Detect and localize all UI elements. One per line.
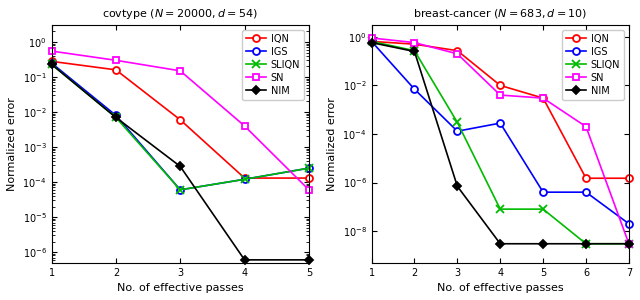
NIM bbox=[411, 50, 419, 53]
SLIQN bbox=[411, 49, 419, 52]
IGS bbox=[411, 87, 419, 91]
SN bbox=[305, 188, 313, 192]
NIM bbox=[112, 116, 120, 119]
Y-axis label: Normalized error: Normalized error bbox=[7, 97, 17, 191]
IGS bbox=[540, 190, 547, 194]
SLIQN bbox=[241, 178, 248, 181]
IQN bbox=[497, 84, 504, 87]
X-axis label: No. of effective passes: No. of effective passes bbox=[437, 283, 564, 293]
NIM bbox=[540, 242, 547, 245]
NIM bbox=[625, 242, 633, 245]
SLIQN bbox=[454, 121, 461, 124]
IQN bbox=[48, 59, 56, 63]
Legend: IQN, IGS, SLIQN, SN, NIM: IQN, IGS, SLIQN, SN, NIM bbox=[563, 30, 624, 100]
SN bbox=[540, 96, 547, 100]
IGS bbox=[241, 178, 248, 181]
SLIQN bbox=[177, 188, 184, 192]
Line: SN: SN bbox=[368, 34, 632, 247]
NIM bbox=[454, 184, 461, 188]
IQN bbox=[241, 176, 248, 180]
SLIQN bbox=[497, 207, 504, 211]
NIM bbox=[368, 41, 376, 44]
SLIQN bbox=[305, 166, 313, 170]
SN bbox=[582, 125, 590, 128]
Line: SLIQN: SLIQN bbox=[47, 60, 313, 194]
Y-axis label: Normalized error: Normalized error bbox=[327, 97, 337, 191]
SN bbox=[368, 36, 376, 40]
NIM bbox=[582, 242, 590, 245]
IQN bbox=[540, 96, 547, 100]
SN bbox=[625, 242, 633, 245]
IGS bbox=[497, 121, 504, 125]
Line: SLIQN: SLIQN bbox=[367, 37, 633, 248]
SN bbox=[48, 49, 56, 53]
Line: IQN: IQN bbox=[48, 58, 312, 182]
NIM bbox=[497, 242, 504, 245]
SN bbox=[497, 93, 504, 97]
Title: breast-cancer ($N = 683, d = 10$): breast-cancer ($N = 683, d = 10$) bbox=[413, 8, 588, 20]
IQN bbox=[368, 40, 376, 43]
IGS bbox=[582, 190, 590, 194]
Line: NIM: NIM bbox=[49, 61, 312, 262]
SN bbox=[454, 52, 461, 56]
X-axis label: No. of effective passes: No. of effective passes bbox=[117, 283, 244, 293]
IGS bbox=[48, 61, 56, 65]
IGS bbox=[112, 114, 120, 117]
IGS bbox=[305, 166, 313, 170]
NIM bbox=[241, 258, 248, 262]
IGS bbox=[177, 188, 184, 192]
IQN bbox=[177, 118, 184, 122]
IQN bbox=[582, 176, 590, 180]
Legend: IQN, IGS, SLIQN, SN, NIM: IQN, IGS, SLIQN, SN, NIM bbox=[243, 30, 304, 100]
SN bbox=[411, 41, 419, 44]
Title: covtype ($N = 20000, d = 54$): covtype ($N = 20000, d = 54$) bbox=[102, 7, 258, 21]
IGS bbox=[368, 40, 376, 43]
NIM bbox=[305, 258, 313, 262]
Line: IGS: IGS bbox=[48, 60, 312, 193]
IQN bbox=[112, 68, 120, 72]
IQN bbox=[305, 176, 313, 180]
IQN bbox=[411, 42, 419, 46]
IQN bbox=[625, 176, 633, 180]
Line: SN: SN bbox=[48, 48, 312, 193]
SLIQN bbox=[112, 116, 120, 119]
Line: NIM: NIM bbox=[369, 40, 632, 247]
SLIQN bbox=[540, 207, 547, 211]
SN bbox=[177, 69, 184, 73]
SLIQN bbox=[625, 242, 633, 245]
SN bbox=[112, 58, 120, 62]
NIM bbox=[177, 165, 184, 168]
NIM bbox=[48, 62, 56, 66]
SLIQN bbox=[582, 242, 590, 245]
IQN bbox=[454, 49, 461, 52]
IGS bbox=[454, 129, 461, 133]
Line: IGS: IGS bbox=[368, 38, 632, 227]
Line: IQN: IQN bbox=[368, 38, 632, 182]
IGS bbox=[625, 222, 633, 226]
SLIQN bbox=[368, 40, 376, 43]
SLIQN bbox=[48, 62, 56, 66]
SN bbox=[241, 124, 248, 128]
